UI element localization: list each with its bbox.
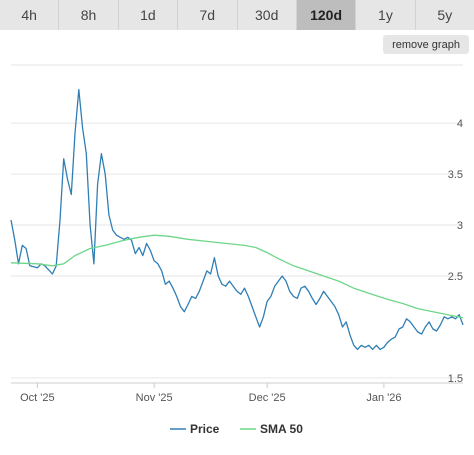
x-tick-label: Jan '26 <box>366 392 401 404</box>
tab-1d[interactable]: 1d <box>119 0 179 30</box>
tab-120d[interactable]: 120d <box>296 0 357 30</box>
tab-30d[interactable]: 30d <box>238 0 297 30</box>
legend-sma-50-label: SMA 50 <box>260 422 303 436</box>
y-tick-label: 4 <box>457 118 463 130</box>
remove-graph-button[interactable]: remove graph <box>383 35 469 54</box>
series-layer <box>10 88 464 351</box>
x-tick-label: Oct '25 <box>20 392 55 404</box>
tab-5y[interactable]: 5y <box>437 7 453 23</box>
tab-7d[interactable]: 7d <box>178 0 238 30</box>
legend-price-label: Price <box>190 422 220 436</box>
x-tick-label: Dec '25 <box>249 392 286 404</box>
timeframe-tabs: 4h 8h 1d 7d 30d 120d 1y 5y <box>0 0 474 30</box>
y-tick-label: 3 <box>457 220 463 232</box>
y-tick-label: 2.5 <box>448 271 463 283</box>
tab-8h[interactable]: 8h <box>59 0 119 30</box>
x-tick-label: Nov '25 <box>136 392 173 404</box>
tab-1y[interactable]: 1y <box>356 0 416 30</box>
price-line <box>10 88 464 351</box>
y-tick-label: 3.5 <box>448 169 463 181</box>
sma-50-line <box>10 234 464 319</box>
tab-4h[interactable]: 4h <box>0 0 60 30</box>
axis-layer: 1.5 2.5 3 3.5 4 Oct '25 Nov '25 Dec '25 Jan '26 <box>11 118 463 404</box>
grid-layer <box>11 64 463 379</box>
y-tick-label: 1.5 <box>448 373 463 385</box>
legend: Price SMA 50 <box>170 422 303 436</box>
